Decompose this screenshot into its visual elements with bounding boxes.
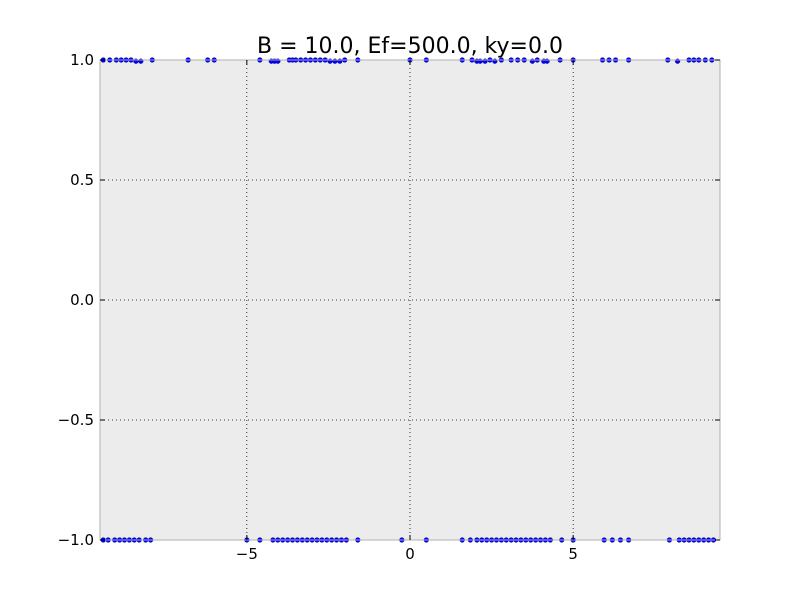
x-tick-label: −5 <box>236 545 258 563</box>
chart-title: B = 10.0, Ef=500.0, ky=0.0 <box>257 34 563 59</box>
x-tick-label: 5 <box>568 545 578 563</box>
x-tick-label: 0 <box>405 545 415 563</box>
y-tick-label: 0.0 <box>70 291 94 309</box>
y-tick-label: 0.5 <box>70 171 94 189</box>
y-tick-label: −1.0 <box>58 531 94 549</box>
y-tick-label: −0.5 <box>58 411 94 429</box>
y-tick-label: 1.0 <box>70 51 94 69</box>
axis-ticks <box>100 59 720 541</box>
tick-labels: −5 0 5 1.0 0.5 0.0 −0.5 −1.0 <box>58 51 578 563</box>
